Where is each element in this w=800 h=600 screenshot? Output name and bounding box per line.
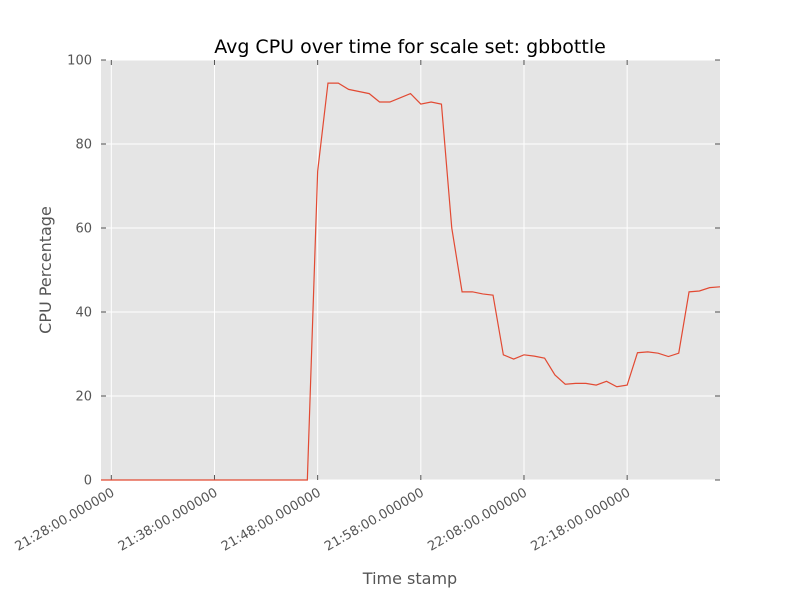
x-tick-label: 22:18:00.000000 xyxy=(529,485,634,554)
x-tick-labels: 21:28:00.00000021:38:00.00000021:48:00.0… xyxy=(13,485,633,554)
y-tick-label: 100 xyxy=(67,54,92,69)
y-tick-label: 60 xyxy=(75,222,92,237)
y-axis-label: CPU Percentage xyxy=(36,206,55,334)
y-tick-label: 80 xyxy=(75,138,92,153)
y-tick-label: 40 xyxy=(75,306,92,321)
axis-ticks xyxy=(101,59,720,481)
x-tick-label: 22:08:00.000000 xyxy=(425,485,530,554)
grid-lines xyxy=(101,59,720,481)
x-tick-label: 21:38:00.000000 xyxy=(116,485,221,554)
cpu-series-line xyxy=(101,82,721,481)
y-tick-label: 0 xyxy=(84,474,92,489)
x-axis-label: Time stamp xyxy=(362,569,457,588)
plot-area xyxy=(101,60,720,480)
chart-title: Avg CPU over time for scale set: gbbottl… xyxy=(214,36,606,58)
x-tick-label: 21:58:00.000000 xyxy=(322,485,427,554)
y-tick-labels: 0 20 40 60 80 100 xyxy=(67,54,92,489)
x-tick-label: 21:28:00.000000 xyxy=(13,485,118,554)
x-tick-label: 21:48:00.000000 xyxy=(219,485,324,554)
y-tick-label: 20 xyxy=(75,390,92,405)
